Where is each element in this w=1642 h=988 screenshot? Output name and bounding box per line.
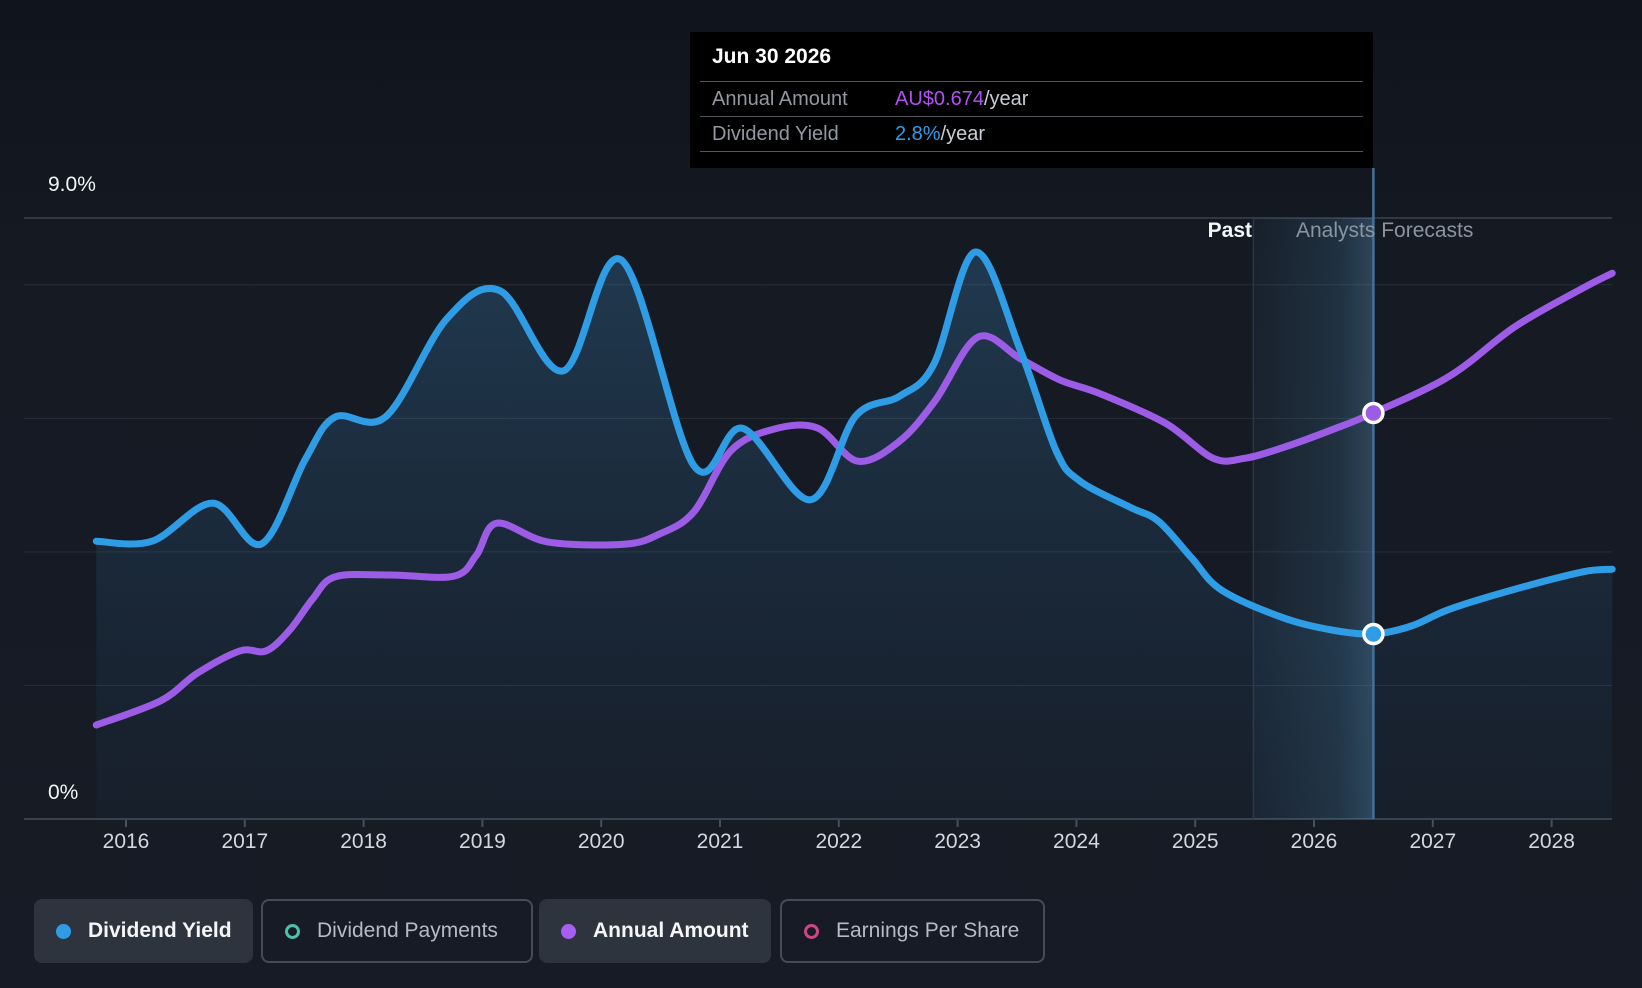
tooltip-row-suffix: /year (940, 122, 986, 145)
legend-label: Dividend Payments (317, 919, 498, 942)
legend-label: Dividend Yield (88, 919, 232, 942)
past-label: Past (1207, 219, 1252, 242)
annual-amount-line (92, 269, 1616, 729)
legend-button-annual-amount[interactable]: Annual Amount (539, 899, 771, 963)
x-axis-label-2017: 2017 (221, 830, 269, 853)
tooltip-divider (700, 151, 1363, 152)
dividend-yield-marker (1362, 622, 1385, 646)
x-axis-label-2016: 2016 (102, 830, 150, 853)
tooltip-date: Jun 30 2026 (712, 45, 832, 68)
x-axis-label-2019: 2019 (459, 830, 506, 853)
tooltip-row-label: Annual Amount (712, 87, 848, 110)
x-axis-label-2025: 2025 (1171, 830, 1219, 853)
chart-tooltip: Jun 30 2026 Annual Amount AU$0.674 /year… (690, 32, 1373, 168)
x-axis-label-2026: 2026 (1290, 830, 1338, 853)
tooltip-row-suffix: /year (983, 87, 1029, 110)
dividend-payments-swatch-icon (285, 923, 300, 939)
x-axis-label-2027: 2027 (1409, 830, 1457, 853)
x-axis-label-2022: 2022 (815, 830, 863, 853)
analysts-forecasts-label: Analysts Forecasts (1296, 219, 1474, 242)
dividend-yield-line (92, 248, 1616, 638)
legend-label: Annual Amount (593, 919, 749, 942)
x-axis-label-2024: 2024 (1053, 830, 1100, 853)
y-axis-top-label: 9.0% (48, 173, 96, 196)
x-axis-label-2021: 2021 (696, 830, 744, 853)
x-axis-label-2018: 2018 (340, 830, 387, 853)
tooltip-divider (700, 81, 1363, 82)
dividend-yield-swatch-icon (56, 923, 71, 939)
annual-amount-swatch-icon (561, 923, 576, 939)
y-axis-bottom-label: 0% (48, 781, 79, 804)
tooltip-row-label: Dividend Yield (712, 122, 839, 145)
x-axis-label-2023: 2023 (934, 830, 981, 853)
annual-amount-marker (1362, 401, 1385, 425)
legend-label: Earnings Per Share (836, 919, 1020, 942)
tooltip-row-value: AU$0.674 (895, 87, 984, 110)
earnings-per-share-swatch-icon (804, 923, 819, 939)
tooltip-row-value: 2.8% (895, 122, 941, 145)
tooltip-row-dividend-yield: Dividend Yield 2.8% /year (690, 117, 1373, 151)
legend-button-dividend-payments[interactable]: Dividend Payments (261, 899, 533, 963)
x-axis-ticks (125, 820, 1553, 827)
tooltip-row-annual-amount: Annual Amount AU$0.674 /year (690, 82, 1373, 116)
dividend-yield-area (96, 251, 1613, 819)
legend-button-earnings-per-share[interactable]: Earnings Per Share (780, 899, 1045, 963)
legend-button-dividend-yield[interactable]: Dividend Yield (34, 899, 253, 963)
x-axis-label-2028: 2028 (1528, 830, 1575, 853)
x-axis-label-2020: 2020 (577, 830, 625, 853)
tooltip-divider (700, 116, 1363, 117)
